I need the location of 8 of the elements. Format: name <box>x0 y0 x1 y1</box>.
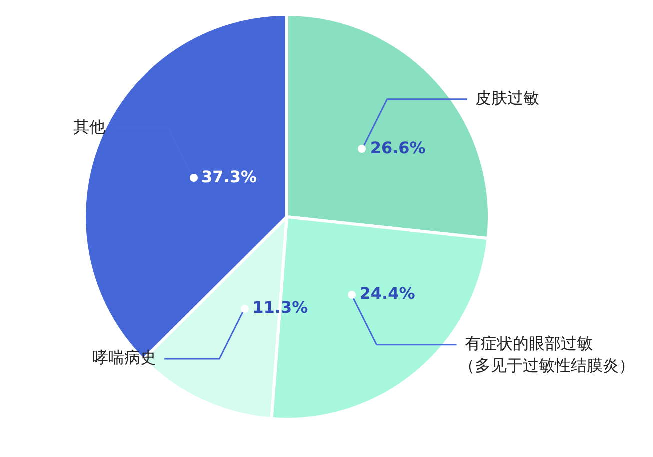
data-label: 24.4% <box>360 284 416 303</box>
data-label: 37.3% <box>202 167 258 186</box>
slice-label: 皮肤过敏 <box>475 88 540 108</box>
slice-label: 哮喘病史 <box>92 348 157 368</box>
data-label: 11.3% <box>252 298 308 318</box>
data-label: 26.6% <box>370 138 426 158</box>
slice-label: 有症状的眼部过敏（多见于过敏性结膜炎） <box>458 334 635 375</box>
slice-label: 其他 <box>74 117 106 136</box>
